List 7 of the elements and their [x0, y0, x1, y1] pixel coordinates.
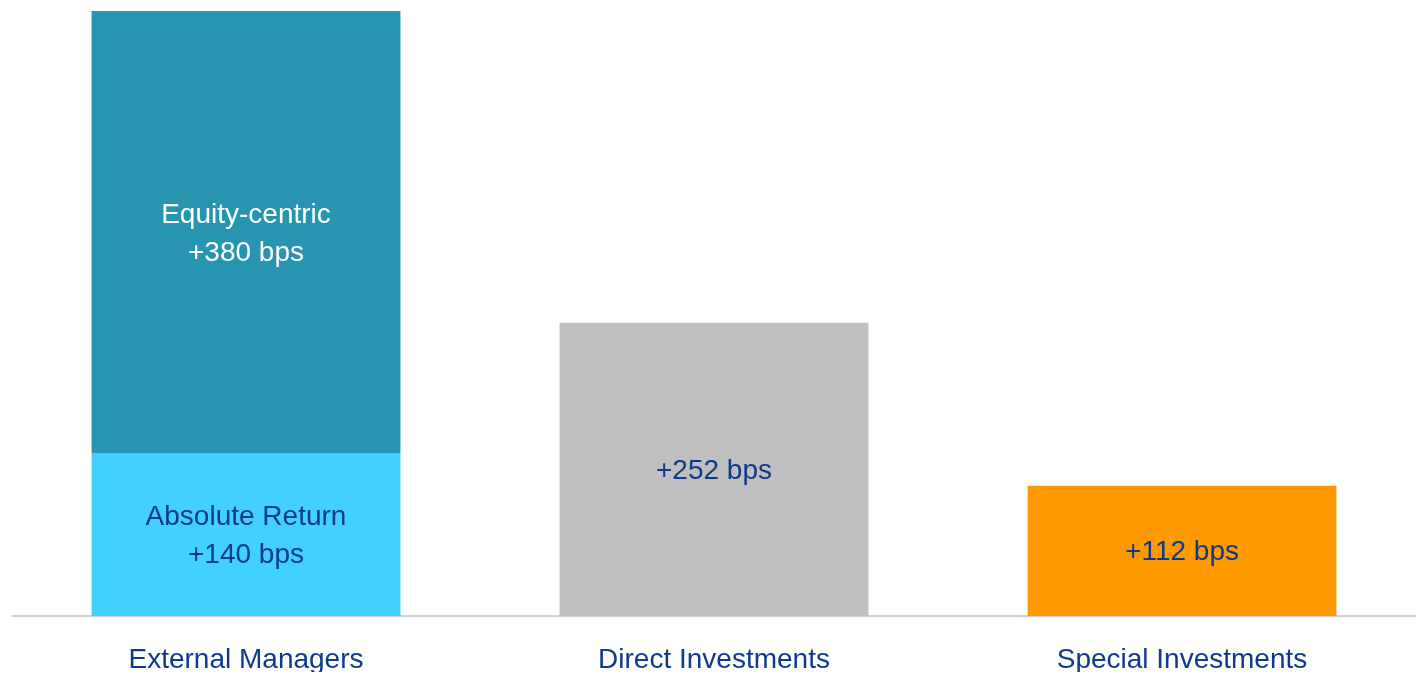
- series-label: Absolute Return: [145, 500, 347, 532]
- data-label: +112 bps: [1125, 535, 1239, 567]
- x-tick-label: Direct Investments: [598, 642, 830, 674]
- series-label: Equity-centric: [161, 197, 331, 229]
- data-label: +252 bps: [656, 453, 772, 485]
- data-label: +380 bps: [188, 235, 304, 267]
- data-label: +140 bps: [188, 538, 304, 570]
